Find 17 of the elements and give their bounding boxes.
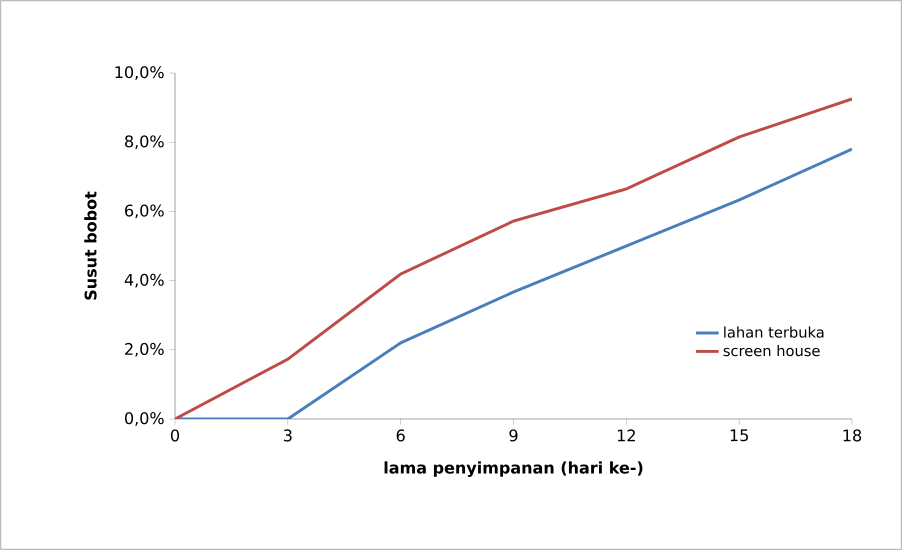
y-axis-title: Susut bobot [84,192,97,300]
legend-label: lahan terbuka [724,326,824,338]
y-tick-label: 10,0% [116,66,164,80]
x-tick-label: 0 [170,429,180,442]
x-tick-label: 6 [396,429,405,442]
y-tick-label: 0,0% [125,412,164,426]
y-tick-label: 4,0% [124,274,164,288]
y-tick-label: 2,0% [125,342,164,357]
x-tick-label: 15 [730,429,748,442]
legend-label: screen house [724,344,820,356]
x-axis-title: lama penyimpanan (hari ke-) [384,461,642,477]
y-tick-label: 6,0% [125,204,164,218]
x-tick-label: 3 [284,429,292,442]
x-tick-label: 12 [618,429,635,442]
x-tick-label: 18 [844,429,862,442]
y-tick-label: 8,0% [125,135,164,150]
x-tick-label: 9 [509,429,518,442]
